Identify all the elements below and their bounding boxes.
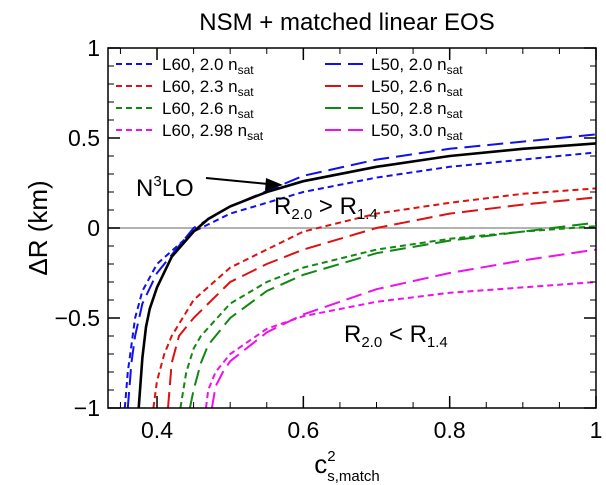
- series-line-1: [152, 187, 596, 408]
- y-axis-label: ΔR (km): [23, 180, 53, 275]
- series-line-5: [167, 196, 596, 408]
- series-line-3: [205, 281, 596, 408]
- series-line-0: [123, 151, 596, 408]
- legend-label: L60, 2.3 nsat: [162, 77, 254, 99]
- series-line-7: [210, 248, 596, 408]
- x-tick-label: 1: [590, 417, 603, 443]
- legend-label: L60, 2.98 nsat: [162, 121, 264, 143]
- legend-label: L60, 2.6 nsat: [162, 99, 254, 121]
- x-axis-label: c2 s,match: [314, 448, 380, 485]
- r-less-label: R2.0 < R1.4: [344, 321, 448, 351]
- y-axis-label-text: ΔR (km): [23, 180, 53, 275]
- x-tick-label: 0.4: [141, 417, 173, 443]
- legend-label: L50, 2.0 nsat: [371, 55, 463, 77]
- legend-label: L50, 3.0 nsat: [371, 121, 463, 143]
- chart-title: NSM + matched linear EOS: [199, 9, 494, 36]
- series-line-2: [179, 225, 596, 408]
- r-greater-label: R2.0 > R1.4: [274, 193, 378, 223]
- x-tick-label: 0.8: [434, 417, 466, 443]
- legend-label: L50, 2.6 nsat: [371, 77, 463, 99]
- y-tick-label: 1: [87, 35, 100, 61]
- series-lines: [123, 133, 596, 408]
- n3lo-arrow-shaft: [205, 177, 269, 185]
- plot-area: 0.4 0.6 0.8 1 −1 −0.5 0 0.5 1: [55, 35, 603, 443]
- y-tick-label: −0.5: [55, 305, 100, 331]
- legend-label: L60, 2.0 nsat: [162, 55, 254, 77]
- y-tick-label: 0: [87, 215, 100, 241]
- series-line-6: [188, 221, 596, 408]
- n3lo-arrow-head: [265, 178, 283, 191]
- n3lo-label: N3LO: [136, 173, 194, 202]
- y-tick-label: −1: [74, 395, 100, 421]
- y-tick-label: 0.5: [68, 125, 100, 151]
- annotations: N3LO R2.0 > R1.4 R2.0 < R1.4: [136, 173, 448, 351]
- series-line-8: [137, 142, 596, 408]
- series-line-4: [126, 133, 596, 408]
- legend-label: L50, 2.8 nsat: [371, 99, 463, 121]
- x-tick-label: 0.6: [287, 417, 319, 443]
